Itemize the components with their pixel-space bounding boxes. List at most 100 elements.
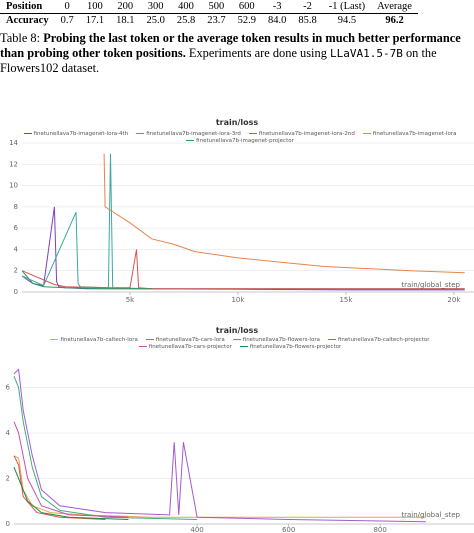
table-cell: -3	[261, 0, 293, 14]
table-cell: 400	[170, 0, 202, 14]
table-cell: -2	[292, 0, 323, 14]
chart: train/loss finetunellava7b-caltech-lora f…	[0, 322, 474, 533]
y-tick-label: 0	[14, 288, 18, 296]
x-tick-label: 10k	[231, 296, 245, 304]
x-axis-label: train/global_step	[401, 511, 460, 519]
legend-label: finetunellava7b-caltech-projector	[337, 337, 430, 343]
legend-label: finetunellava7b-flowers-projector	[249, 344, 342, 350]
legend-item: finetunellava7b-cars-projector	[138, 344, 232, 350]
table-cell: 23.7	[207, 15, 226, 26]
legend-swatch	[239, 345, 248, 348]
legend: finetunellava7b-caltech-lora finetunellav…	[20, 337, 460, 350]
legend-item: finetunellava7b-imagenet-lora-2nd	[248, 131, 355, 137]
series-line	[13, 455, 106, 520]
series-line	[13, 368, 426, 523]
y-tick-label: 0	[6, 520, 10, 528]
legend-item: finetunellava7b-flowers-projector	[239, 344, 342, 350]
legend-label: finetunellava7b-imagenet-lora-3rd	[146, 131, 241, 137]
legend-swatch	[23, 132, 32, 135]
legend-item: finetunellava7b-cars-lora	[145, 337, 225, 343]
y-tick-label: 8	[14, 203, 18, 211]
legend-label: finetunellava7b-imagenet-lora-4th	[33, 131, 129, 137]
table-cell: 0.7	[60, 15, 74, 26]
chart: train/loss finetunellava7b-imagenet-lora…	[0, 118, 474, 310]
table-cell: 200	[110, 0, 141, 14]
legend-item: finetunellava7b-caltech-lora	[50, 337, 138, 343]
series-line	[13, 467, 129, 520]
y-tick-label: 4	[14, 245, 19, 253]
legend-swatch	[362, 132, 371, 135]
x-tick-label: 600	[282, 526, 295, 533]
table-cell: 0	[54, 0, 80, 14]
legend-label: finetunellava7b-imagenet-lora	[372, 131, 457, 137]
table-cell: 600	[231, 0, 262, 14]
legend-label: finetunellava7b-caltech-lora	[60, 337, 138, 343]
table-cell: 94.5	[337, 15, 357, 26]
caption-text: on the Flowers102 dataset.	[0, 46, 437, 75]
y-tick-label: 2	[14, 267, 18, 275]
series-line	[103, 153, 465, 274]
legend-swatch	[232, 338, 241, 341]
table-cell: 96.2	[385, 15, 404, 26]
x-tick-label: 5k	[126, 296, 135, 304]
table-cell: 84.0	[267, 15, 287, 26]
caption-text: Experiments are done using	[188, 46, 327, 60]
table-cell: 52.9	[237, 15, 256, 26]
legend-swatch	[138, 345, 147, 348]
table-cell: 17.1	[85, 15, 105, 26]
x-tick-label: 400	[190, 526, 203, 533]
table-cell: Average	[371, 0, 418, 14]
table-cell: -1 (Last)	[322, 0, 372, 14]
caption-bold: Probing the last token or the average to…	[0, 31, 461, 60]
legend-item: finetunellava7b-flowers-lora	[232, 337, 320, 343]
plot: 0 2 4 6 8 10 12 14 5k 10k 15k 20k train/global_step	[9, 139, 474, 304]
legend-label: finetunellava7b-imagenet-lora-2nd	[258, 131, 355, 137]
x-tick-label: 800	[373, 526, 386, 533]
legend-swatch	[145, 338, 154, 341]
legend-swatch	[136, 132, 145, 135]
table-cell: 18.1	[116, 15, 135, 26]
table-cell: 25.0	[146, 15, 165, 26]
legend-label: finetunellava7b-cars-projector	[148, 344, 232, 350]
legend-item: finetunellava7b-caltech-projector	[327, 337, 430, 343]
x-tick-label: 20k	[447, 296, 461, 304]
table-cell: Position	[0, 0, 55, 14]
series-line	[21, 249, 465, 290]
y-tick-label: 10	[9, 182, 18, 190]
caption-model: LLaVA1.5-7B	[330, 47, 403, 60]
y-tick-label: 14	[9, 139, 18, 147]
table-cell: 500	[201, 0, 232, 14]
y-tick-label: 6	[14, 224, 19, 232]
series-line	[21, 270, 152, 290]
legend: finetunellava7b-imagenet-lora-4th finetun…	[20, 131, 460, 144]
legend-swatch	[248, 132, 257, 135]
y-tick-label: 4	[6, 429, 11, 437]
series-line	[13, 376, 198, 520]
table-cell: Accuracy	[6, 15, 49, 26]
x-axis-label: train/global_step	[401, 281, 460, 289]
table-cell: 100	[79, 0, 111, 14]
chart-title: train/loss	[215, 118, 259, 127]
caption-label: Table 8:	[0, 31, 41, 45]
y-tick-label: 6	[6, 384, 11, 392]
y-tick-label: 2	[6, 475, 10, 483]
plot: 0 2 4 6 400 600 800 train/global_step	[6, 368, 474, 533]
legend-item: finetunellava7b-imagenet-projector	[186, 138, 294, 144]
legend-label: finetunellava7b-cars-lora	[155, 337, 225, 343]
series-line	[21, 206, 465, 291]
table-cell: 85.8	[298, 15, 317, 26]
series-line	[13, 421, 129, 518]
legend-item: finetunellava7b-imagenet-lora-4th	[23, 131, 129, 137]
legend-swatch	[327, 338, 336, 341]
table: Position 0 100 200 300 400 500 600 -3 -2 -1 (Last)…	[0, 0, 418, 27]
x-tick-label: 15k	[339, 296, 353, 304]
chart-title: train/loss	[215, 326, 259, 335]
legend-swatch	[50, 338, 59, 341]
caption: Table 8: Probing the last token or the a…	[0, 31, 474, 76]
legend-label: finetunellava7b-flowers-lora	[242, 337, 320, 343]
legend-label: finetunellava7b-imagenet-projector	[196, 138, 294, 144]
table-cell: 300	[140, 0, 171, 14]
table-cell: 25.8	[176, 15, 196, 26]
legend-item: finetunellava7b-imagenet-lora	[362, 131, 457, 137]
